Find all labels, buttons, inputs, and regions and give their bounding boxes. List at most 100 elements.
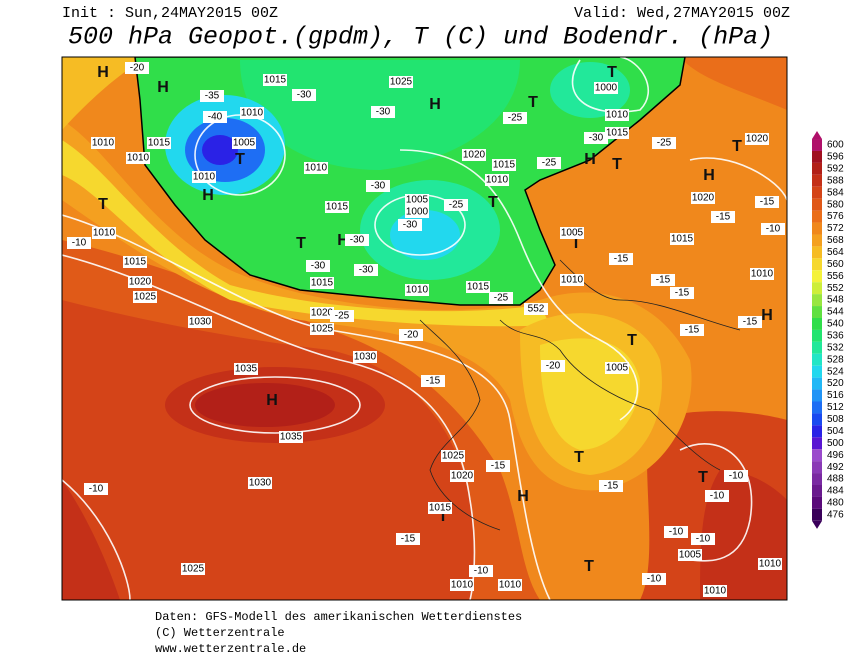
isobar-label: 1035 bbox=[280, 432, 303, 443]
isobar-label: 1010 bbox=[193, 172, 216, 183]
temperature-label-box bbox=[67, 237, 91, 249]
isobar-label-box bbox=[678, 549, 702, 561]
temperature-label: -25 bbox=[449, 200, 464, 211]
temperature-label: -10 bbox=[89, 484, 104, 495]
colorbar-swatch bbox=[812, 306, 822, 318]
temperature-label: -10 bbox=[696, 534, 711, 545]
pressure-center: H bbox=[97, 64, 109, 81]
pressure-center: T bbox=[296, 235, 306, 252]
temperature-label: -15 bbox=[426, 376, 441, 387]
colorbar-swatch bbox=[812, 139, 822, 151]
temperature-label: -15 bbox=[675, 288, 690, 299]
colorbar-label: 588 bbox=[827, 175, 844, 186]
colorbar-swatch bbox=[812, 198, 822, 211]
temperature-label-box bbox=[398, 219, 422, 231]
colorbar-label: 484 bbox=[827, 486, 844, 497]
isobar-label: 1025 bbox=[134, 292, 157, 303]
temperature-label: -30 bbox=[376, 107, 391, 118]
isobar-label-box bbox=[123, 256, 147, 268]
isobar-label-box bbox=[750, 268, 774, 280]
colorbar-label: 548 bbox=[827, 295, 844, 306]
isobar-label: 1010 bbox=[451, 580, 474, 591]
temperature-label-box bbox=[503, 112, 527, 124]
colorbar: 6005965925885845805765725685645605565525… bbox=[812, 131, 844, 529]
temperature-label-box bbox=[469, 565, 493, 577]
isobar-label: 1025 bbox=[182, 564, 205, 575]
colorbar-label: 508 bbox=[827, 414, 844, 425]
footer-line: Daten: GFS-Modell des amerikanischen Wet… bbox=[155, 610, 522, 624]
isobar-label-box bbox=[703, 585, 727, 597]
isobar-label-box bbox=[498, 579, 522, 591]
pressure-center: H bbox=[266, 392, 278, 409]
colorbar-arrow bbox=[812, 131, 822, 139]
isobar-label: 1010 bbox=[93, 228, 116, 239]
map-title: 500 hPa Geopot.(gpdm), T (C) und Bodendr… bbox=[68, 23, 773, 52]
colorbar-label: 572 bbox=[827, 223, 844, 234]
isobar-label-box bbox=[466, 281, 490, 293]
temperature-label: -25 bbox=[335, 311, 350, 322]
colorbar-swatch bbox=[812, 496, 822, 509]
colorbar-label: 596 bbox=[827, 152, 844, 163]
colorbar-label: 476 bbox=[827, 509, 844, 520]
temperature-label-box bbox=[724, 470, 748, 482]
temperature-label: -10 bbox=[474, 566, 489, 577]
colorbar-swatch bbox=[812, 353, 822, 366]
pressure-center: T bbox=[612, 156, 622, 173]
isobar-label: 1030 bbox=[249, 478, 272, 489]
isobar-label: 1020 bbox=[311, 308, 334, 319]
isobar-label: 1000 bbox=[406, 207, 429, 218]
temperature-label: -15 bbox=[401, 534, 416, 545]
isobar-label-box bbox=[560, 227, 584, 239]
colorbar-swatch bbox=[812, 222, 822, 235]
colorbar-label: 584 bbox=[827, 187, 844, 198]
isobar-label-box bbox=[310, 277, 334, 289]
isobar-label-box bbox=[605, 109, 629, 121]
colorbar-label: 544 bbox=[827, 307, 844, 318]
pressure-center: H bbox=[703, 167, 715, 184]
temperature-label: -30 bbox=[311, 261, 326, 272]
isobar-label-box bbox=[232, 137, 256, 149]
temperature-label-box bbox=[642, 573, 666, 585]
isobar-label: 1010 bbox=[704, 586, 727, 597]
temperature-label-box bbox=[761, 223, 785, 235]
colorbar-swatch bbox=[812, 258, 822, 271]
colorbar-swatch bbox=[812, 389, 822, 402]
temperature-label: -20 bbox=[404, 330, 419, 341]
colorbar-label: 580 bbox=[827, 199, 844, 210]
colorbar-swatch bbox=[812, 401, 822, 414]
pressure-center: T bbox=[528, 94, 538, 111]
pressure-center: T bbox=[98, 196, 108, 213]
isobar-label-box bbox=[560, 274, 584, 286]
colorbar-swatch bbox=[812, 162, 822, 175]
temperature-label-box bbox=[609, 253, 633, 265]
colorbar-label: 500 bbox=[827, 438, 844, 449]
pressure-center: T bbox=[732, 138, 742, 155]
colorbar-label: 516 bbox=[827, 390, 844, 401]
isobar-label-box bbox=[594, 82, 618, 94]
isobar-label-box bbox=[181, 563, 205, 575]
temperature-label: -15 bbox=[604, 481, 619, 492]
pressure-center: H bbox=[337, 232, 349, 249]
colorbar-swatch bbox=[812, 294, 822, 307]
isobar-label: 1025 bbox=[311, 324, 334, 335]
isobar-label-box bbox=[492, 159, 516, 171]
temperature-label-box bbox=[486, 460, 510, 472]
temperature-label-box bbox=[366, 180, 390, 192]
isobar-label: 1020 bbox=[463, 150, 486, 161]
temperature-label-box bbox=[84, 483, 108, 495]
isobar-label-box bbox=[428, 502, 452, 514]
pressure-center: T bbox=[235, 151, 245, 168]
colorbar-swatch bbox=[812, 413, 822, 426]
isobar-label: 1010 bbox=[759, 559, 782, 570]
isobar-label: 1005 bbox=[406, 195, 429, 206]
isobar-label: 1010 bbox=[406, 285, 429, 296]
colorbar-swatch bbox=[812, 270, 822, 283]
isobar-label-box bbox=[304, 162, 328, 174]
temperature-label-box bbox=[652, 137, 676, 149]
colorbar-label: 552 bbox=[827, 283, 844, 294]
isobar-label-box bbox=[263, 74, 287, 86]
temperature-label-box bbox=[306, 260, 330, 272]
colorbar-label: 532 bbox=[827, 342, 844, 353]
isobar-label-box bbox=[670, 233, 694, 245]
temperature-label-box bbox=[651, 274, 675, 286]
